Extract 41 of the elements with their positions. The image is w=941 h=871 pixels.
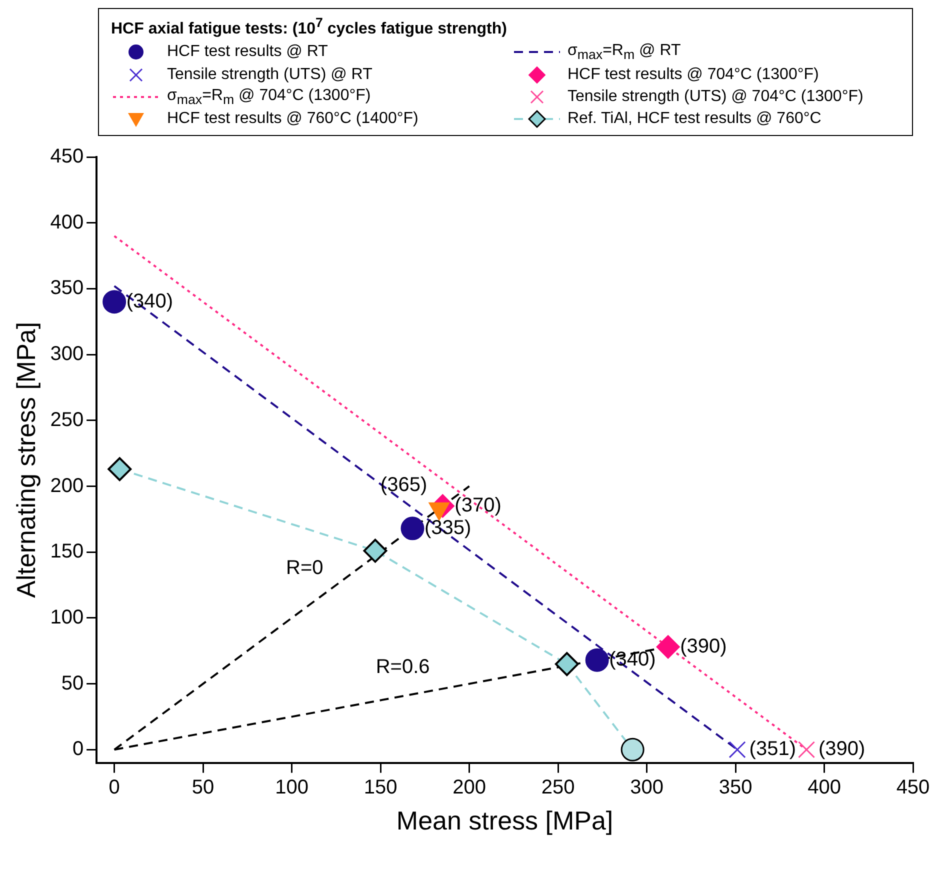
annotation: (370) [454, 494, 502, 516]
x-tick-label: 400 [808, 776, 841, 798]
y-tick-label: 300 [50, 342, 84, 365]
annotation: R=0 [286, 556, 324, 579]
annotation: (390) [818, 738, 866, 760]
x-tick-label: 200 [452, 776, 486, 798]
legend-label: Ref. TiAl, HCF test results @ 760°C [568, 110, 822, 128]
x-tick-label: 350 [718, 776, 752, 798]
annotation: (365) [380, 474, 428, 496]
legend-label: σ$_{max}$=R$_{m}$ @ 704°C (1300°F) [167, 86, 371, 107]
y-tick-label: 200 [50, 474, 84, 496]
legend-label: Tensile strength (UTS) @ 704°C (1300°F) [568, 88, 864, 106]
y-tick-label: 250 [50, 408, 84, 431]
y-tick-label: 50 [61, 672, 84, 694]
x-tick-label: 450 [896, 776, 930, 798]
y-tick-label: 150 [50, 540, 84, 562]
x-tick-label: 150 [364, 776, 398, 798]
legend-label: HCF test results @ 760°C (1400°F) [167, 110, 418, 128]
legend-label: HCF test results @ RT [167, 43, 328, 62]
legend-label: σ$_{max}$=R$_{m}$ @ RT [568, 42, 681, 63]
y-tick-label: 400 [50, 211, 84, 234]
x-tick-label: 300 [630, 776, 664, 798]
annotation: (390) [680, 635, 727, 658]
y-tick-label: 0 [72, 738, 84, 760]
x-tick-label: 0 [108, 776, 120, 798]
annotation: (340) [126, 290, 174, 312]
x-tick-label: 100 [275, 776, 308, 798]
y-axis-title: Alternating stress [MPa] [10, 322, 41, 598]
annotation: R=0.6 [376, 656, 430, 678]
x-tick-label: 50 [192, 776, 214, 798]
legend-label: Tensile strength (UTS) @ RT [167, 66, 372, 84]
x-tick-label: 250 [541, 776, 575, 798]
annotation: (351) [749, 738, 796, 760]
y-tick-label: 350 [50, 276, 84, 299]
legend-title: HCF axial fatigue tests: (10$^{7}$ cycles fatigue strength) [111, 15, 508, 38]
annotation: (340) [609, 648, 656, 670]
y-tick-label: 450 [50, 145, 84, 168]
y-tick-label: 100 [50, 606, 84, 628]
annotation: (335) [424, 516, 472, 539]
x-axis-title: Mean stress [MPa] [396, 805, 614, 836]
legend-label: HCF test results @ 704°C (1300°F) [568, 66, 819, 84]
